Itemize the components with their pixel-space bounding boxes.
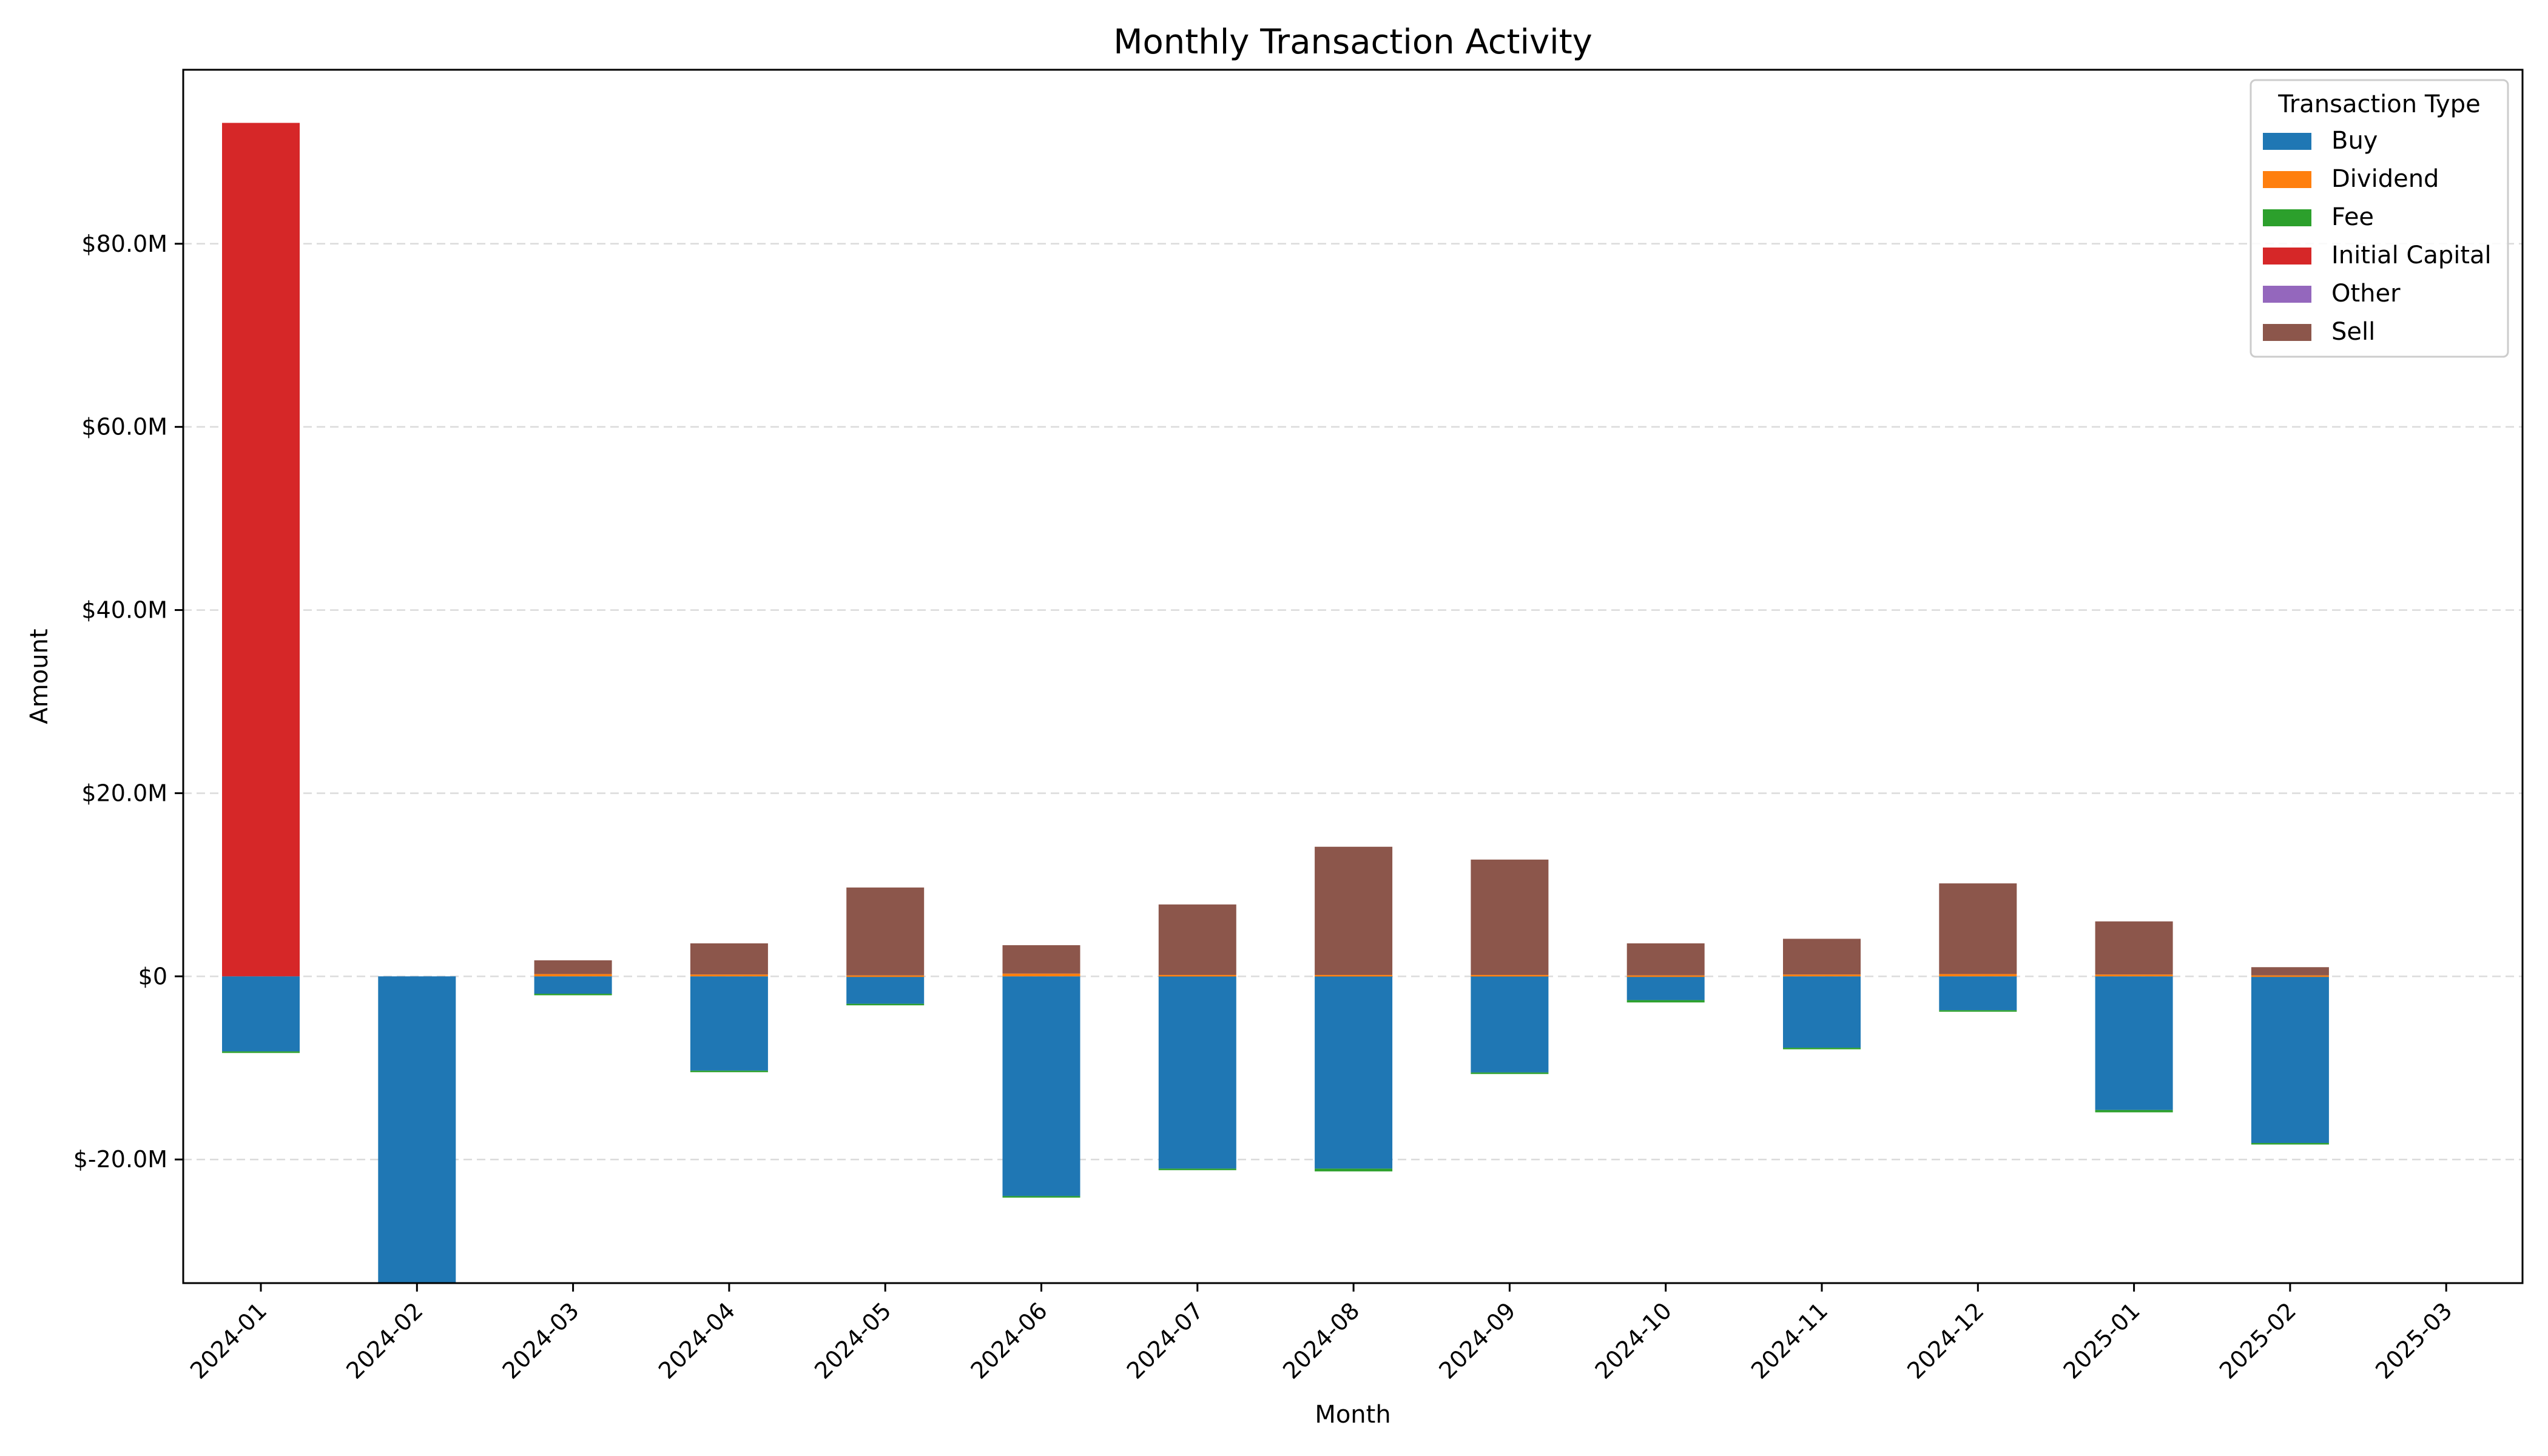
bar-fee-2024-01 [222,1051,300,1053]
bar-buy-2024-04 [690,976,768,1071]
legend-swatch [2263,248,2311,265]
legend-swatch [2263,209,2311,226]
bar-dividend-2024-06 [1002,973,1080,977]
bar-dividend-2024-05 [846,975,925,977]
bar-sell-2024-12 [1939,883,2017,974]
legend-items: Buy Dividend Fee Initial Capital Other Sell [2263,127,2492,346]
legend-swatch [2263,171,2311,188]
bar-fee-2024-11 [1783,1048,1861,1050]
legend-swatch [2263,133,2311,150]
legend-label: Fee [2331,203,2374,231]
y-tick-label: $60.0M [81,414,167,440]
legend-label: Other [2331,280,2401,308]
bar-sell-2024-04 [690,943,768,975]
bar-fee-2024-12 [1939,1010,2017,1012]
chart-title: Monthly Transaction Activity [1113,22,1592,62]
bar-dividend-2024-09 [1471,975,1549,977]
bar-fee-2024-03 [534,994,612,996]
bar-sell-2024-06 [1002,945,1080,974]
bar-dividend-2025-01 [2095,974,2173,977]
y-tick-label: $20.0M [81,780,167,806]
bar-sell-2025-02 [2251,967,2329,976]
legend-box [2250,79,2509,358]
bars [222,123,2329,1283]
bar-buy-2024-12 [1939,976,2017,1011]
bar-dividend-2024-04 [690,974,768,977]
bar-fee-2025-01 [2095,1110,2173,1113]
bar-fee-2024-10 [1626,1000,1705,1003]
bar-fee-2024-05 [846,1003,925,1006]
bar-sell-2024-08 [1315,846,1393,976]
legend-label: Dividend [2331,165,2439,193]
bar-dividend-2024-12 [1939,974,2017,977]
bar-fee-2024-07 [1158,1168,1236,1170]
bar-buy-2025-02 [2251,976,2329,1144]
y-tick-label: $-20.0M [73,1146,167,1173]
y-axis: $80.0M $60.0M $40.0M $20.0M $0 $-20.0M [73,231,183,1173]
legend-label: Sell [2331,318,2375,346]
bar-buy-2024-01 [222,976,300,1052]
bar-sell-2024-10 [1626,943,1705,976]
legend-title: Transaction Type [2277,90,2480,118]
bar-dividend-2024-08 [1315,975,1393,977]
bar-sell-2024-03 [534,960,612,974]
bar-buy-2024-09 [1471,976,1549,1073]
y-axis-label: Amount [25,629,53,724]
legend-swatch [2263,324,2311,341]
legend-label: Buy [2331,127,2378,155]
y-tick-label: $40.0M [81,597,167,624]
bar-dividend-2025-02 [2251,975,2329,977]
bar-dividend-2024-07 [1158,975,1236,977]
bar-buy-2024-05 [846,976,925,1004]
bar-buy-2024-02 [378,976,456,1283]
bar-sell-2024-09 [1471,859,1549,976]
bar-buy-2024-03 [534,976,612,994]
bar-sell-2024-05 [846,887,925,976]
bar-dividend-2024-10 [1626,975,1705,977]
bar-initial-capital-2024-01 [222,123,300,977]
legend-swatch [2263,286,2311,303]
bar-dividend-2024-03 [534,974,612,977]
bar-fee-2024-08 [1315,1168,1393,1171]
y-tick-label: $80.0M [81,231,167,257]
bar-dividend-2024-11 [1783,974,1861,977]
bar-fee-2024-06 [1002,1196,1080,1198]
bar-fee-2024-04 [690,1070,768,1073]
bar-buy-2024-08 [1315,976,1393,1169]
bar-sell-2024-07 [1158,904,1236,976]
legend-label: Initial Capital [2331,241,2492,269]
legend: Transaction Type Buy Dividend Fee Initial C… [2250,79,2509,358]
bar-buy-2024-10 [1626,976,1705,1000]
y-tick-label: $0 [138,963,167,989]
bar-buy-2024-06 [1002,976,1080,1196]
bar-sell-2024-11 [1783,939,1861,975]
bar-fee-2024-09 [1471,1072,1549,1074]
bar-buy-2024-11 [1783,976,1861,1048]
bar-buy-2025-01 [2095,976,2173,1110]
bar-fee-2025-02 [2251,1143,2329,1145]
bar-buy-2024-07 [1158,976,1236,1169]
x-axis-label: Month [1315,1401,1390,1429]
bar-sell-2025-01 [2095,921,2173,975]
